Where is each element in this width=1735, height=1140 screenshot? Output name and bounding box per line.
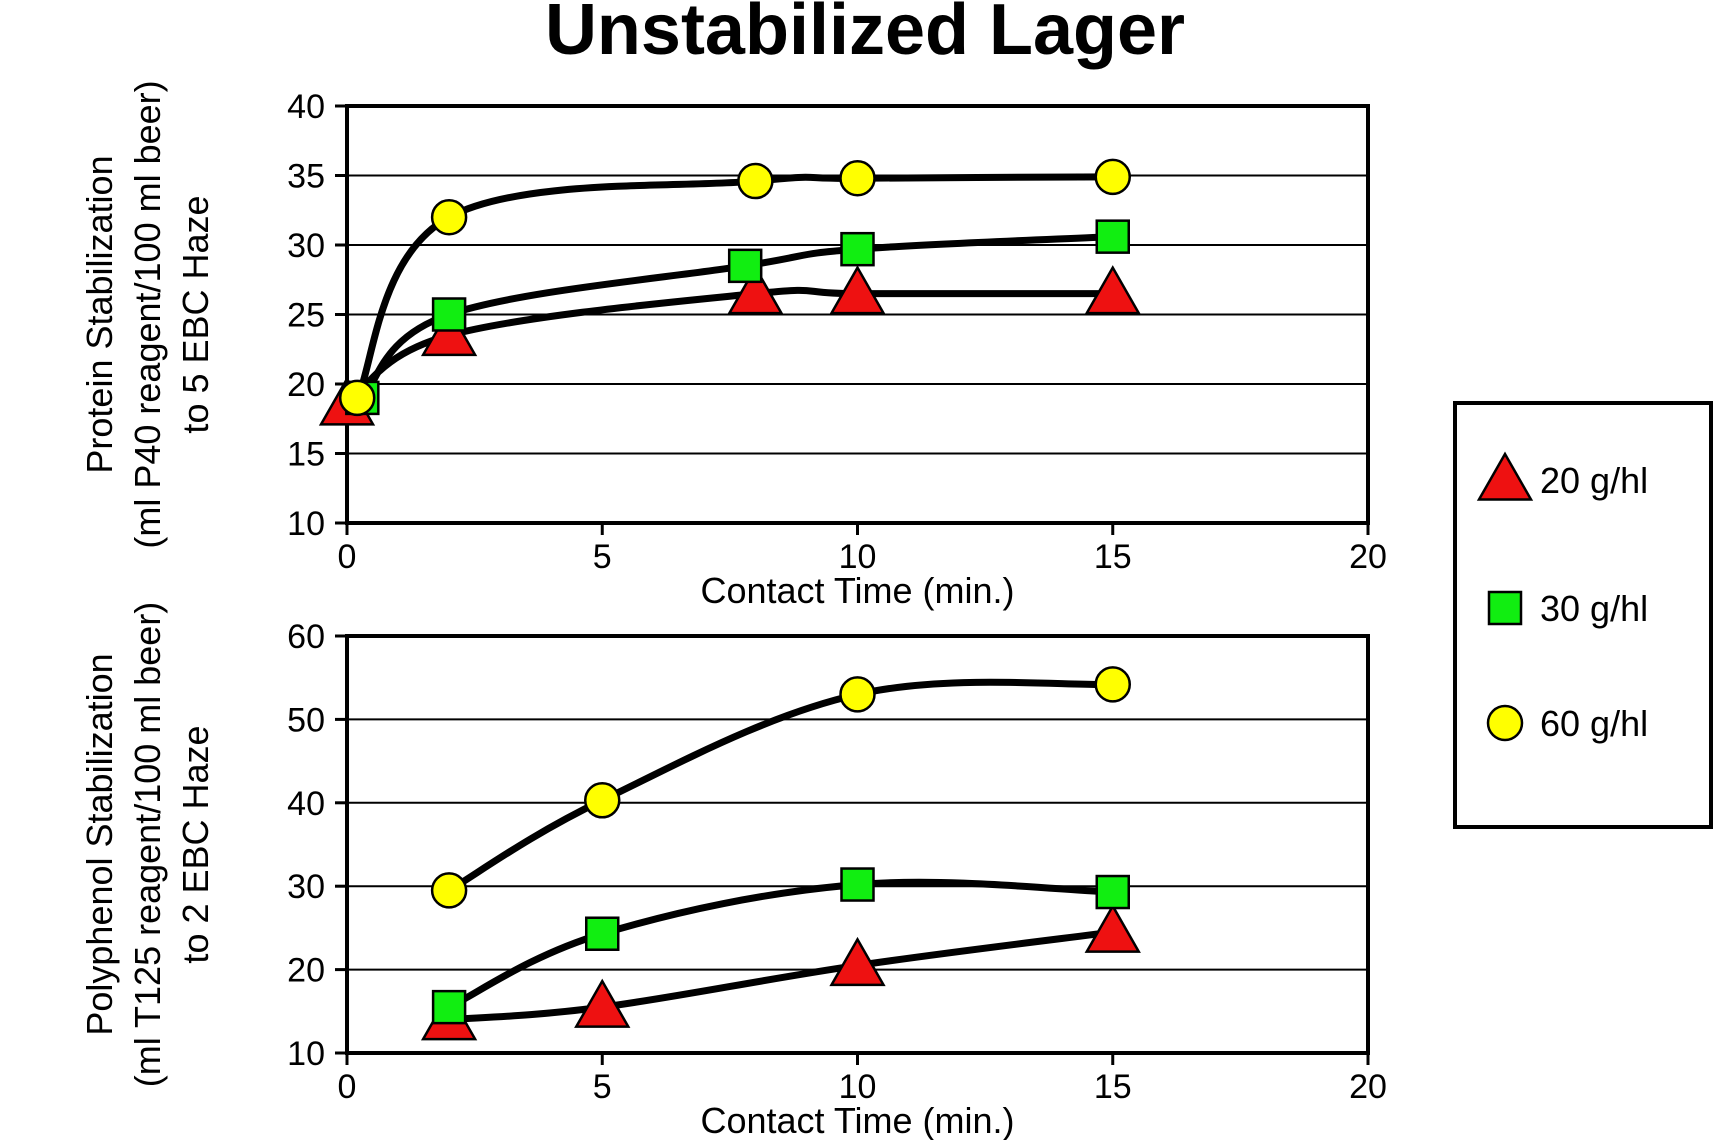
top-ytick-label: 15	[287, 436, 325, 474]
top-point-square	[727, 248, 763, 284]
top-xtick-label: 20	[1349, 538, 1387, 576]
legend-marker-triangle	[1476, 451, 1534, 501]
legend: 20 g/hl 30 g/hl 60 g/hl	[1453, 401, 1713, 829]
legend-entry-label: 20 g/hl	[1540, 460, 1648, 501]
bottom-ytick-label: 40	[287, 785, 325, 823]
bottom-point-triangle	[829, 936, 886, 987]
top-y-axis-label-line: to 5 EBC Haze	[175, 195, 216, 433]
top-xtick-label: 0	[338, 538, 357, 576]
bottom-ytick-label: 10	[287, 1035, 325, 1073]
top-point-triangle	[420, 306, 478, 357]
bottom-point-circle	[584, 782, 621, 819]
top-point-circle	[1094, 158, 1131, 196]
bottom-y-axis-label-line: (ml T125 reagent/100 ml beer)	[127, 602, 168, 1088]
top-point-triangle	[829, 265, 886, 315]
bottom-y-axis-label-line: Polyphenol Stabilization	[79, 653, 120, 1035]
bottom-point-circle	[430, 872, 468, 909]
bottom-point-triangle	[574, 978, 631, 1028]
bottom-point-triangle	[1084, 903, 1141, 953]
top-point-circle	[338, 379, 376, 417]
top-ytick-label: 40	[287, 88, 325, 126]
bottom-ytick-label: 20	[287, 952, 325, 990]
chart-title: Unstabilized Lager	[545, 0, 1185, 70]
top-point-square	[840, 231, 875, 267]
bottom-series-line-square	[445, 878, 1117, 1011]
top-point-circle	[430, 198, 468, 236]
legend-entry-label: 30 g/hl	[1540, 588, 1648, 629]
top-xtick-label: 10	[839, 538, 877, 576]
bottom-ytick-label: 30	[287, 868, 325, 906]
top-ytick-label: 30	[287, 227, 325, 265]
top-ytick-label: 20	[287, 366, 325, 404]
bottom-series-line-circle	[445, 678, 1117, 894]
bottom-ytick-label: 60	[287, 618, 325, 656]
top-series-line-circle	[353, 173, 1117, 402]
legend-marker-square	[1487, 590, 1523, 626]
top-ytick-label: 25	[287, 297, 325, 335]
bottom-point-square	[840, 867, 875, 902]
top-xtick-label: 15	[1094, 538, 1132, 576]
legend-marker-circle	[1486, 704, 1524, 742]
top-point-square	[431, 297, 467, 332]
bottom-point-circle	[1094, 666, 1131, 703]
legend-entry-label: 60 g/hl	[1540, 703, 1648, 744]
bottom-point-square	[585, 916, 620, 951]
bottom-ytick-label: 50	[287, 701, 325, 739]
top-point-circle	[839, 160, 876, 197]
top-point-circle	[737, 162, 774, 200]
bottom-x-axis-label: Contact Time (min.)	[700, 1100, 1014, 1140]
bottom-xtick-label: 0	[338, 1068, 357, 1106]
top-point-square	[1095, 219, 1130, 254]
bottom-y-axis-label-line: to 2 EBC Haze	[175, 725, 216, 963]
bottom-xtick-label: 20	[1349, 1068, 1387, 1106]
top-y-axis-label-line: (ml P40 reagent/100 ml beer)	[127, 80, 168, 548]
top-x-axis-label: Contact Time (min.)	[700, 570, 1014, 611]
top-point-triangle	[727, 265, 784, 315]
top-y-axis-label-line: Protein Stabilization	[79, 155, 120, 473]
bottom-point-square	[431, 989, 467, 1025]
top-xtick-label: 5	[593, 538, 612, 576]
polyphenol-stabilization-panel: 10 20 30 40 50 60 0 5 10 15 20 Contact Time (min.) P…	[79, 602, 1387, 1140]
top-ytick-label: 35	[287, 158, 325, 196]
top-ytick-label: 10	[287, 505, 325, 543]
bottom-xtick-label: 15	[1094, 1068, 1132, 1106]
top-point-triangle	[1084, 265, 1141, 315]
bottom-xtick-label: 10	[839, 1068, 877, 1106]
bottom-point-circle	[839, 676, 876, 713]
protein-stabilization-panel: 10 15 20 25 30 35 40 0 5 10 15 20 Contact Time (min.…	[79, 80, 1387, 611]
bottom-point-square	[1095, 874, 1130, 910]
bottom-xtick-label: 5	[593, 1068, 612, 1106]
bottom-series-line-triangle	[445, 928, 1117, 1024]
